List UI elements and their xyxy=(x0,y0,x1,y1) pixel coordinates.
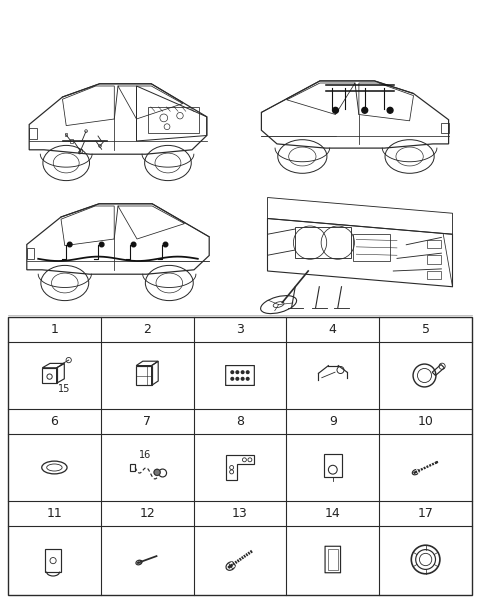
Circle shape xyxy=(132,242,136,247)
Bar xyxy=(427,255,442,263)
Text: 9: 9 xyxy=(329,415,337,428)
Bar xyxy=(328,549,337,570)
Circle shape xyxy=(68,242,72,247)
Text: 16: 16 xyxy=(139,451,151,460)
Circle shape xyxy=(231,371,234,374)
Bar xyxy=(427,271,442,280)
Bar xyxy=(65,133,68,136)
Text: 15: 15 xyxy=(58,384,71,394)
Bar xyxy=(148,107,199,133)
Text: 11: 11 xyxy=(47,507,62,520)
Circle shape xyxy=(99,242,104,247)
Circle shape xyxy=(241,377,244,380)
Bar xyxy=(130,464,135,471)
Text: 6: 6 xyxy=(50,415,59,428)
Circle shape xyxy=(163,242,168,247)
Circle shape xyxy=(362,107,368,113)
Text: 12: 12 xyxy=(139,507,155,520)
Text: 8: 8 xyxy=(236,415,244,428)
Bar xyxy=(295,227,351,259)
Circle shape xyxy=(246,377,249,380)
Circle shape xyxy=(241,371,244,374)
Bar xyxy=(427,239,442,248)
Bar xyxy=(29,128,36,139)
Circle shape xyxy=(236,371,239,374)
Text: 3: 3 xyxy=(236,323,244,336)
Circle shape xyxy=(387,107,393,113)
Circle shape xyxy=(154,469,160,475)
Text: 4: 4 xyxy=(329,323,337,336)
Circle shape xyxy=(231,377,234,380)
Bar xyxy=(70,139,73,143)
Bar xyxy=(27,248,35,259)
Text: 17: 17 xyxy=(418,507,433,520)
Circle shape xyxy=(246,371,249,374)
Bar xyxy=(8,317,472,595)
Text: 13: 13 xyxy=(232,507,248,520)
Bar xyxy=(441,123,449,133)
Bar xyxy=(79,149,82,152)
Text: 14: 14 xyxy=(325,507,341,520)
Text: 1: 1 xyxy=(50,323,59,336)
Text: 7: 7 xyxy=(143,415,151,428)
Text: 5: 5 xyxy=(421,323,430,336)
Bar xyxy=(353,234,390,260)
Circle shape xyxy=(333,107,338,113)
Text: 2: 2 xyxy=(143,323,151,336)
Text: 10: 10 xyxy=(418,415,433,428)
Circle shape xyxy=(236,377,239,380)
